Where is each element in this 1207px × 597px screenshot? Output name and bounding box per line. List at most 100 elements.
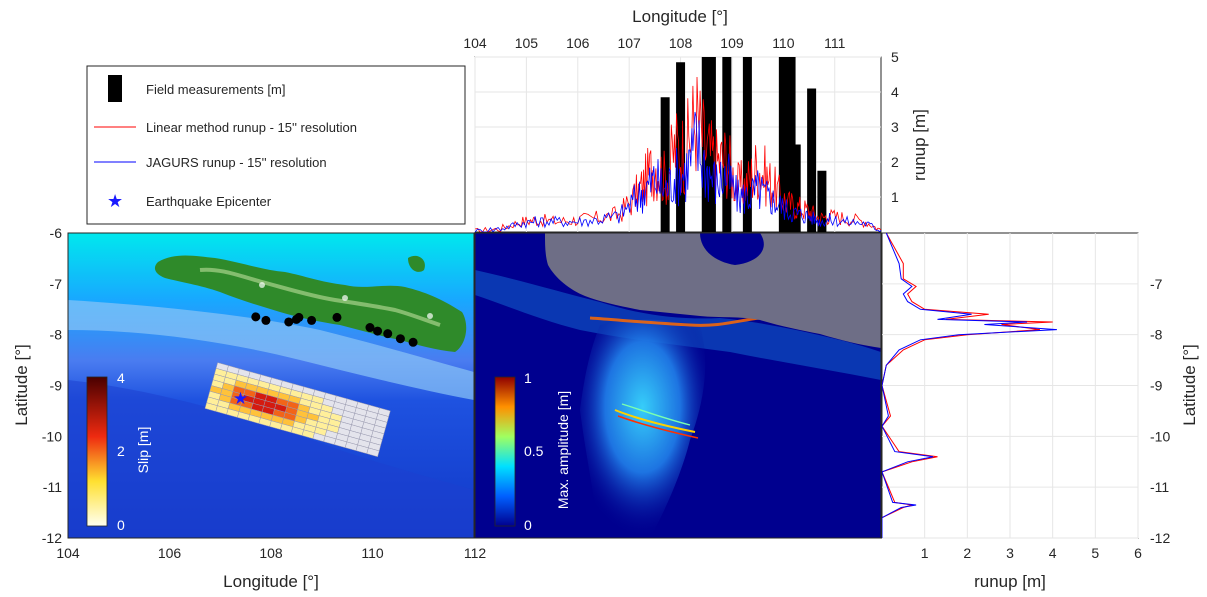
right-ytick-label: -7 [1150, 276, 1163, 292]
left-xticks: 104 106 108 110 [56, 545, 384, 561]
slip-tick-4: 4 [117, 370, 125, 386]
top-xticks: 104 105 106 107 108 109 110 111 [463, 35, 845, 51]
right-runup-panel: 1 2 3 4 5 6 -7 -8 -9 -10 -11 -12 runup [m] Latitud… [881, 232, 1199, 591]
amp-colorbar-label: Max. amplitude [m] [555, 391, 571, 509]
slip-tick-2: 2 [117, 443, 125, 459]
field-measurement-dot [332, 312, 342, 322]
legend: Field measurements [m] Linear method run… [86, 65, 466, 225]
left-peak-1 [259, 282, 265, 288]
top-ytick-label: 4 [891, 84, 899, 100]
left-xlabel: Longitude [°] [223, 572, 319, 591]
right-ylabel: Latitude [°] [1180, 344, 1199, 425]
left-bali-island [408, 255, 425, 272]
top-lines [475, 76, 881, 232]
field-measurement-dot [284, 317, 294, 327]
field-bar [817, 170, 827, 232]
left-ytick-label: -10 [42, 428, 62, 444]
left-java-island [154, 255, 467, 352]
right-xtick-label: 3 [1006, 545, 1014, 561]
top-xtick-label: 106 [566, 35, 590, 51]
field-bar [701, 57, 711, 232]
mid-bali-land [848, 235, 872, 254]
field-bar [660, 97, 670, 232]
right-ytick-label: -8 [1150, 327, 1163, 343]
middle-map-panel: 112 1 0.5 0 Max. amplitude [m] [464, 232, 882, 561]
top-yticks: 1 2 3 4 5 [891, 49, 899, 205]
top-xtick-label: 105 [515, 35, 539, 51]
legend-linear-label: Linear method runup - 15'' resolution [146, 120, 357, 135]
slip-colorbar [86, 376, 108, 527]
top-ylabel: runup [m] [910, 109, 929, 181]
amp-tick-0: 0 [524, 517, 532, 533]
field-measurement-dot [373, 326, 383, 336]
amp-tick-05: 0.5 [524, 443, 544, 459]
top-xtick-label: 107 [617, 35, 641, 51]
field-bar [786, 57, 796, 232]
left-peak-3 [427, 313, 433, 319]
left-fault-grid [204, 362, 391, 458]
mid-land-notch [700, 233, 764, 265]
field-measurement-dot [395, 334, 405, 344]
field-bar [791, 144, 801, 232]
right-xticks: 1 2 3 4 5 6 [921, 545, 1142, 561]
left-ytick-label: -11 [43, 479, 62, 495]
top-xtick-label: 104 [463, 35, 487, 51]
field-bar [742, 57, 752, 232]
left-ytick-label: -8 [50, 327, 63, 343]
slip-tick-0: 0 [117, 517, 125, 533]
right-xlabel: runup [m] [974, 572, 1046, 591]
field-bar [778, 57, 788, 232]
right-xtick-label: 4 [1049, 545, 1057, 561]
top-bars [660, 57, 827, 232]
left-xtick-label: 110 [361, 545, 384, 561]
right-xtick-label: 6 [1134, 545, 1142, 561]
left-ytick-label: -7 [50, 276, 63, 292]
field-bar [807, 88, 817, 232]
slip-colorbar-label: Slip [m] [135, 427, 151, 474]
field-bar [722, 57, 732, 232]
left-yticks: -6 -7 -8 -9 -10 -11 -12 [42, 225, 62, 546]
right-grid [882, 233, 1139, 539]
amplitude-colorbar [494, 376, 516, 527]
field-measurement-dot [408, 337, 418, 347]
right-ytick-label: -12 [1150, 530, 1170, 546]
left-xtick-label: 108 [259, 545, 283, 561]
left-panel-frame [67, 232, 475, 539]
mid-x-origin-label: 112 [464, 545, 487, 561]
mid-wave-front-2 [617, 415, 699, 439]
field-measurement-dot [261, 315, 271, 325]
right-ytick-label: -10 [1150, 428, 1170, 444]
top-xlabel: Longitude [°] [632, 7, 728, 26]
top-xtick-label: 108 [669, 35, 693, 51]
right-jagurs-runup-line [882, 233, 1057, 538]
field-measurement-dot [251, 312, 261, 322]
legend-epicenter-label: Earthquake Epicenter [146, 194, 272, 209]
right-xtick-label: 2 [963, 545, 971, 561]
top-ytick-label: 2 [891, 154, 899, 170]
top-ytick-label: 3 [891, 119, 899, 135]
mid-wave-front-1 [614, 409, 696, 433]
left-xtick-label: 106 [158, 545, 182, 561]
mid-land [545, 233, 881, 348]
left-shelf [68, 300, 474, 400]
left-java-highlands [199, 267, 441, 327]
right-ytick-label: -11 [1150, 479, 1169, 495]
epicenter-star-icon: ★ [233, 389, 248, 408]
field-bar [706, 57, 716, 232]
top-xtick-label: 110 [772, 35, 795, 51]
left-ytick-label: -6 [50, 225, 63, 241]
field-measurement-dot [365, 323, 375, 333]
left-xtick-label: 104 [56, 545, 80, 561]
right-xtick-label: 5 [1091, 545, 1099, 561]
field-measurement-dot [383, 329, 393, 339]
left-measurement-dots: ★ [233, 312, 418, 408]
field-measurement-dot [294, 312, 304, 322]
right-xtick-label: 1 [921, 545, 929, 561]
mid-coast-hot [589, 316, 761, 327]
legend-epicenter-icon: ★ [107, 191, 123, 211]
right-linear-runup-line [882, 233, 1053, 538]
left-ylabel: Latitude [°] [12, 344, 31, 425]
legend-jagurs-label: JAGURS runup - 15'' resolution [146, 155, 327, 170]
top-xtick-label: 111 [824, 35, 845, 51]
